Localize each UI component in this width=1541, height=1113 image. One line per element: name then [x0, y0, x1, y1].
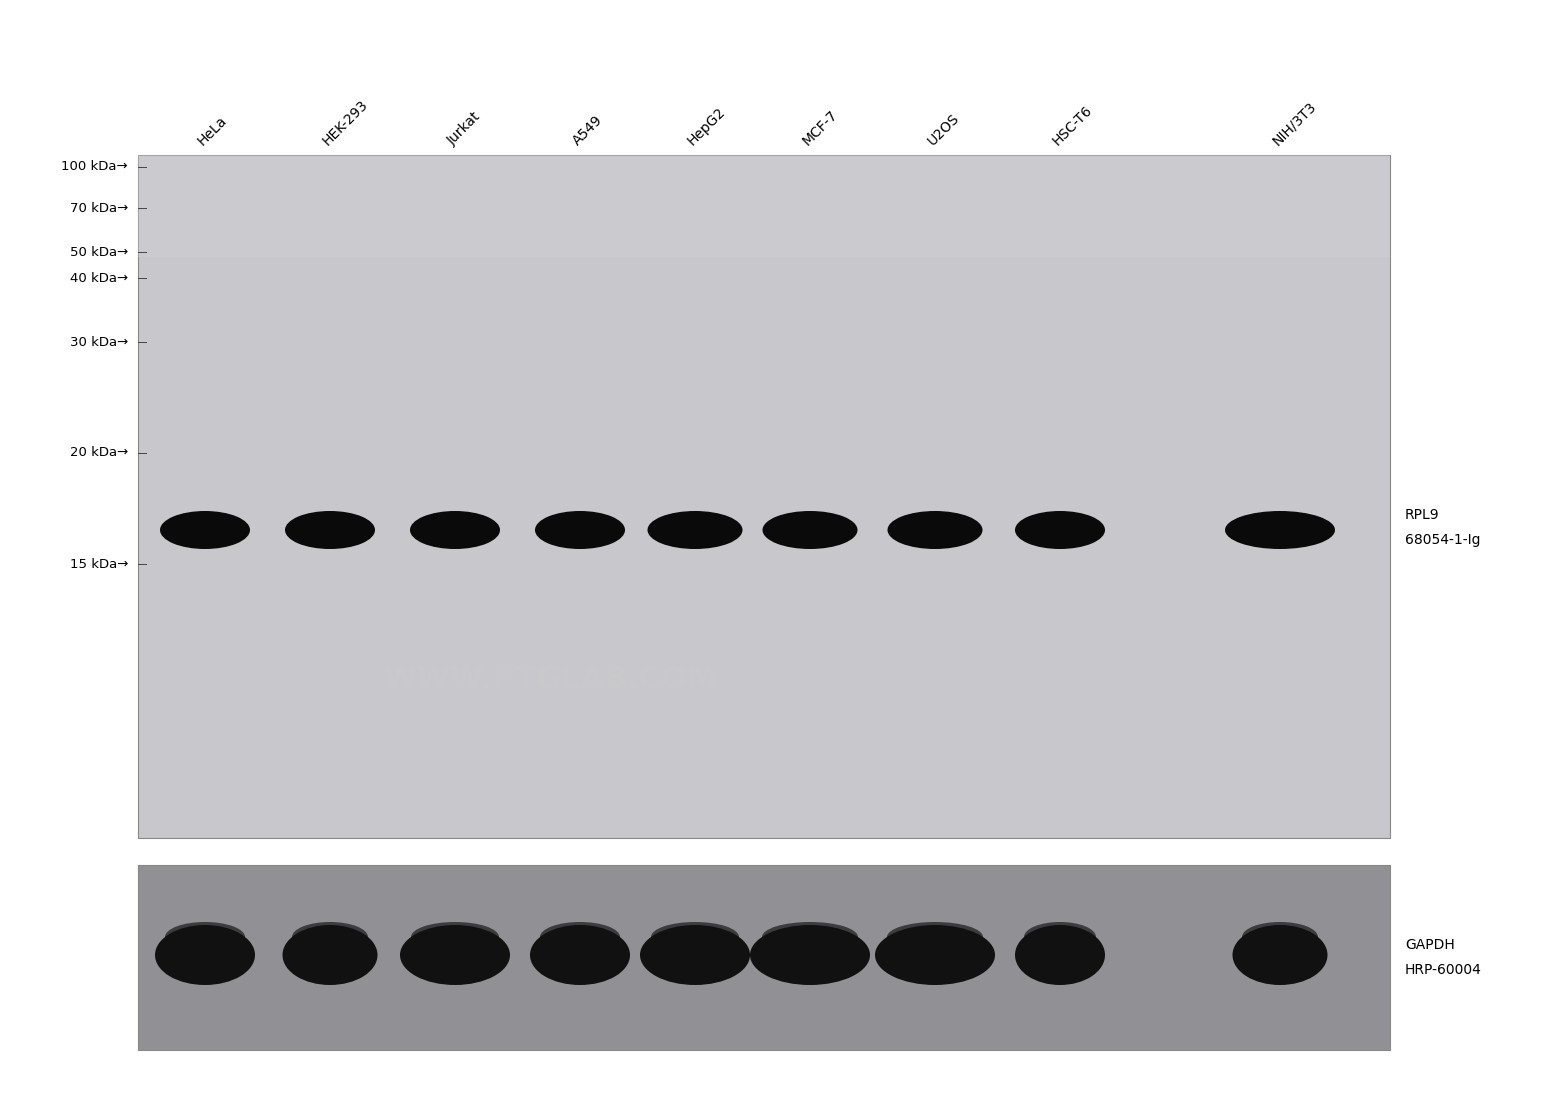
Ellipse shape	[165, 922, 245, 952]
Ellipse shape	[640, 925, 750, 985]
Ellipse shape	[530, 925, 630, 985]
Ellipse shape	[761, 922, 858, 952]
Text: GAPDH: GAPDH	[1405, 938, 1455, 952]
Ellipse shape	[401, 925, 510, 985]
Text: 68054-1-Ig: 68054-1-Ig	[1405, 533, 1481, 546]
Text: 50 kDa→: 50 kDa→	[69, 246, 128, 258]
Ellipse shape	[875, 925, 995, 985]
Ellipse shape	[1233, 925, 1327, 985]
Text: HEK-293: HEK-293	[321, 97, 371, 148]
Text: Jurkat: Jurkat	[445, 109, 484, 148]
Bar	[139, 155, 1390, 838]
Bar	[139, 865, 1390, 1050]
Ellipse shape	[1242, 922, 1318, 952]
Ellipse shape	[1025, 922, 1096, 952]
Ellipse shape	[1225, 511, 1335, 549]
Ellipse shape	[650, 922, 740, 952]
Ellipse shape	[156, 925, 254, 985]
Ellipse shape	[535, 511, 626, 549]
Text: WWW.PTGLAB.COM: WWW.PTGLAB.COM	[382, 666, 717, 695]
Text: HSC-T6: HSC-T6	[1049, 102, 1096, 148]
Text: RPL9: RPL9	[1405, 508, 1439, 522]
Ellipse shape	[750, 925, 871, 985]
Text: 15 kDa→: 15 kDa→	[69, 558, 128, 571]
Text: 20 kDa→: 20 kDa→	[69, 446, 128, 460]
Ellipse shape	[1016, 925, 1105, 985]
Ellipse shape	[282, 925, 378, 985]
Text: 70 kDa→: 70 kDa→	[69, 201, 128, 215]
Ellipse shape	[285, 511, 374, 549]
Ellipse shape	[160, 511, 250, 549]
Ellipse shape	[410, 511, 499, 549]
Ellipse shape	[763, 511, 857, 549]
Text: HRP-60004: HRP-60004	[1405, 963, 1482, 977]
Text: HeLa: HeLa	[196, 114, 230, 148]
Text: U2OS: U2OS	[925, 111, 962, 148]
Ellipse shape	[539, 922, 619, 952]
Text: 30 kDa→: 30 kDa→	[69, 335, 128, 348]
Ellipse shape	[1016, 511, 1105, 549]
Text: HepG2: HepG2	[686, 105, 729, 148]
Ellipse shape	[888, 511, 983, 549]
Text: MCF-7: MCF-7	[800, 108, 841, 148]
Ellipse shape	[291, 922, 368, 952]
Text: NIH/3T3: NIH/3T3	[1270, 99, 1319, 148]
Bar	[139, 155, 1390, 257]
Ellipse shape	[411, 922, 499, 952]
Text: 40 kDa→: 40 kDa→	[69, 272, 128, 285]
Ellipse shape	[888, 922, 983, 952]
Ellipse shape	[647, 511, 743, 549]
Text: 100 kDa→: 100 kDa→	[62, 160, 128, 174]
Text: A549: A549	[570, 112, 606, 148]
